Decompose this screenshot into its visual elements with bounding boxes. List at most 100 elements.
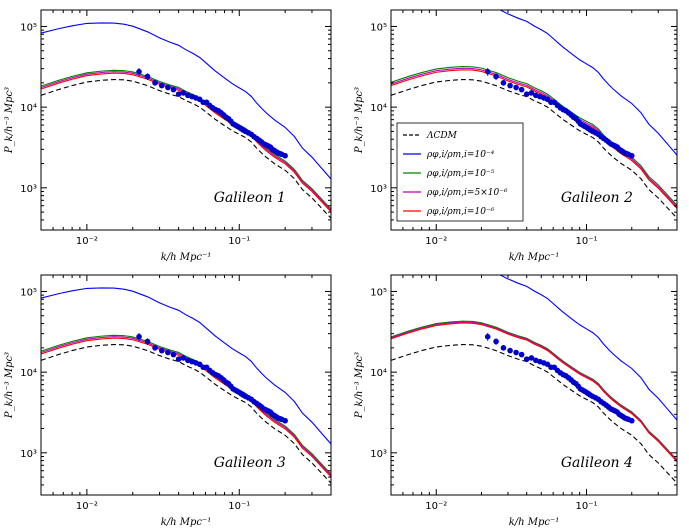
x-tick-label: 10⁻¹ [576,501,598,512]
x-tick-label: 10⁻² [425,236,447,247]
y-tick-label: 10⁴ [370,368,387,379]
axes-frame [390,274,678,496]
y-tick-label: 10³ [20,449,37,460]
axes-frame [40,9,332,231]
data-point [144,338,151,345]
data-point [170,351,177,358]
data-point [136,68,142,75]
x-tick-label: 10⁻¹ [576,236,598,247]
data-point [158,347,165,354]
series-line-2 [41,69,331,210]
x-axis-label: k/h Mpc⁻¹ [509,517,560,528]
data-point [628,417,635,424]
series-line-1 [498,275,677,421]
panel-annotation: Galileon 2 [561,190,633,206]
x-axis-label: k/h Mpc⁻¹ [161,517,212,528]
legend-label: ρφ,i/ρm,i=10⁻⁵ [426,169,495,179]
data-point [484,333,491,340]
panel-annotation: Galileon 4 [561,455,633,471]
axes-frame [40,274,332,496]
plot-area [391,275,677,484]
series-line-0 [391,78,677,219]
data-point [175,356,182,362]
panel-3: 10⁻² 10⁻¹ 10³ 10⁴ 10⁵ k/h Mpc⁻¹ P_k/h⁻³ Mpc³ Ga… [4,274,332,528]
x-tick-label: 10⁻² [76,236,98,247]
y-axis-label: P_k/h⁻³ Mpc³ [354,87,365,154]
panel-annotation: Galileon 1 [214,190,286,206]
data-point [484,68,491,75]
y-tick-label: 10⁵ [370,22,387,33]
plot-area [41,287,331,484]
x-axis-label: k/h Mpc⁻¹ [509,252,560,263]
data-point [165,84,171,91]
series-line-0 [391,343,677,484]
data-point [500,345,507,351]
panel-4: 10⁻² 10⁻¹ 10³ 10⁴ 10⁵ k/h Mpc⁻¹ P_k/h⁻³ Mpc³ Ga… [354,274,678,528]
data-point [180,355,187,361]
series-line-2 [41,334,331,475]
series-line-4 [391,322,677,463]
data-point [628,152,635,159]
x-tick-label: 10⁻² [425,501,447,512]
data-point [158,82,165,89]
series-line-2 [391,320,677,461]
plot-area [41,22,331,219]
panel-2: 10⁻² 10⁻¹ 10³ 10⁴ 10⁵ k/h Mpc⁻¹ P_k/h⁻³ Mpc³ Ga… [354,9,678,263]
y-axis-label: P_k/h⁻³ Mpc³ [4,87,15,154]
y-tick-label: 10⁵ [20,287,37,298]
legend: ΛCDM ρφ,i/ρm,i=10⁻⁴ ρφ,i/ρm,i=10⁻⁵ ρφ,i/ρm,… [396,122,524,222]
data-point [493,73,499,80]
x-tick-label: 10⁻¹ [228,236,250,247]
legend-label: ρφ,i/ρm,i=5×10⁻⁶ [426,188,508,198]
legend-label: ρφ,i/ρm,i=10⁻⁶ [426,207,495,217]
data-point [523,356,530,362]
data-point [518,351,525,358]
series-line-3 [391,321,677,462]
data-point [282,417,288,424]
series-line-0 [41,78,331,219]
legend-label: ρφ,i/ρm,i=10⁻⁴ [426,150,495,160]
y-tick-label: 10⁴ [370,103,387,114]
data-point [152,345,158,351]
data-point [518,86,525,93]
y-tick-label: 10⁵ [20,22,37,33]
data-point [175,91,182,97]
data-point [513,349,519,356]
data-point [282,152,288,159]
panel-annotation: Galileon 3 [214,455,286,471]
data-point [500,80,507,86]
data-point [523,91,530,97]
y-tick-label: 10⁴ [20,368,37,379]
data-point [507,82,513,89]
legend-label: ΛCDM [426,131,458,141]
data-point [493,338,499,345]
y-tick-label: 10³ [20,184,37,195]
data-point [170,86,177,93]
data-point [507,347,513,354]
y-tick-label: 10⁴ [20,103,37,114]
y-axis-label: P_k/h⁻³ Mpc³ [4,352,15,419]
plot-area [391,10,677,219]
data-point [528,90,535,96]
data-point [513,84,519,91]
data-point [144,73,151,80]
y-tick-label: 10³ [370,449,387,460]
y-tick-label: 10³ [370,184,387,195]
x-tick-label: 10⁻² [76,501,98,512]
x-tick-label: 10⁻¹ [228,501,250,512]
data-point [180,90,187,96]
series-line-1 [41,287,331,445]
data-point [165,349,171,356]
series-line-1 [498,10,677,156]
data-point [136,333,142,340]
series-line-0 [41,343,331,484]
legend-box [396,122,524,222]
series-line-1 [41,22,331,180]
y-tick-label: 10⁵ [370,287,387,298]
data-point [152,80,158,86]
data-point [528,355,535,361]
y-axis-label: P_k/h⁻³ Mpc³ [354,352,365,419]
panel-1: 10⁻² 10⁻¹ 10³ 10⁴ 10⁵ k/h Mpc⁻¹ P_k/h⁻³ Mpc³ Ga… [4,9,332,263]
x-axis-label: k/h Mpc⁻¹ [161,252,212,263]
